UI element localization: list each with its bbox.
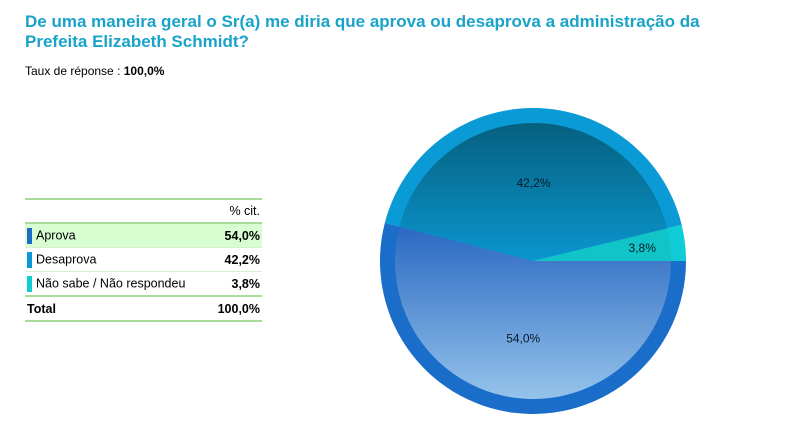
legend-swatch	[27, 227, 32, 244]
legend-swatch	[27, 251, 32, 268]
pie-data-label: 54,0%	[506, 331, 540, 345]
total-value: 100,0%	[209, 295, 262, 322]
table-row: Não sabe / Não respondeu 3,8%	[25, 271, 262, 297]
col-header-pct: % cit.	[209, 198, 262, 224]
response-rate-label: Taux de réponse :	[25, 64, 121, 78]
response-rate-value: 100,0%	[123, 64, 165, 78]
response-rate: Taux de réponse : 100,0%	[25, 64, 164, 78]
pie-data-label: 42,2%	[516, 176, 550, 190]
table-header-row: % cit.	[25, 198, 262, 224]
row-value: 54,0%	[209, 223, 262, 248]
pie-slice-0	[533, 228, 671, 261]
table-row: Desaprova 42,2%	[25, 247, 262, 272]
row-label: Não sabe / Não respondeu	[36, 275, 186, 290]
row-label: Aprova	[36, 227, 76, 242]
pie-slice-2	[395, 226, 671, 399]
table-row: Aprova 54,0%	[25, 223, 262, 248]
table-total-row: Total 100,0%	[25, 295, 262, 322]
row-value: 42,2%	[209, 247, 262, 272]
results-table: % cit. Aprova 54,0% Desaprova 42,2% Não sa…	[25, 198, 262, 322]
total-label: Total	[25, 295, 210, 322]
pie-slice-1	[399, 122, 668, 261]
chart-title: De uma maneira geral o Sr(a) me diria qu…	[25, 12, 700, 51]
row-label: Desaprova	[36, 251, 97, 266]
legend-swatch	[27, 275, 32, 292]
pie-data-label: 3,8%	[629, 241, 657, 255]
